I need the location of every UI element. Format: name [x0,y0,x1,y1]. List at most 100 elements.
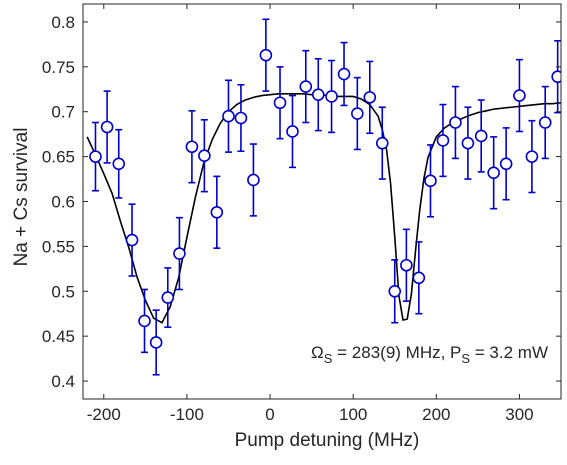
data-point [247,143,260,217]
x-tick-label: 0 [265,405,274,424]
x-tick-label: -100 [170,405,204,424]
x-tick-label: 100 [339,405,367,424]
marker [259,48,273,62]
y-tick-label: 0.65 [42,148,75,167]
y-axis-label: Na + Cs survival [11,128,32,267]
y-tick-label: 0.5 [51,282,75,301]
marker [538,116,552,129]
data-point [525,119,539,194]
marker [161,291,175,304]
data-point [138,288,151,354]
marker [325,90,338,103]
data-points-layer [89,18,561,376]
data-point [273,66,287,140]
y-tick-label: 0.7 [51,103,75,122]
y-tick-label: 0.45 [42,327,75,346]
y-tick-label: 0.75 [42,58,75,77]
marker [499,157,513,171]
marker [487,166,500,180]
marker [138,314,151,328]
marker [424,174,437,188]
data-point [375,106,389,180]
marker [100,120,114,134]
ticks: -200 -100 0 100 200 300 0.4 0.45 0.5 0.55 0.6 0.65 0… [42,4,561,424]
marker [185,140,199,154]
data-point [125,203,139,277]
marker [337,67,351,81]
x-axis-label: Pump detuning (MHz) [235,430,420,451]
marker [525,150,539,163]
marker [125,233,139,247]
data-point [259,18,273,92]
data-point [424,144,437,218]
data-point [538,85,552,160]
data-point [100,90,114,164]
marker [234,111,248,125]
x-tick-label: -200 [87,405,121,424]
marker [210,205,224,219]
fit-layer [86,92,561,324]
marker [449,116,462,129]
data-point [388,259,402,324]
marker [551,70,561,84]
data-point [311,57,325,132]
marker [222,109,235,123]
data-point [487,136,500,210]
marker [112,157,126,171]
annotation-end: = 3.2 mW [470,343,548,362]
x-tick-label: 200 [422,405,450,424]
omega-subscript: S [324,351,333,366]
marker [412,271,426,285]
data-point [299,49,313,124]
marker [173,247,186,260]
marker [375,136,389,150]
marker [388,284,402,298]
data-point [436,103,450,178]
data-point [286,94,299,169]
marker [513,89,526,102]
marker [474,129,488,143]
y-tick-label: 0.6 [51,193,75,212]
marker [363,91,377,104]
marker [198,149,211,163]
marker [286,125,299,138]
marker [149,336,163,349]
omega-symbol: Ω [311,343,324,362]
y-tick-label: 0.55 [42,237,75,256]
marker [247,173,260,187]
data-point [337,41,351,107]
marker [351,107,364,120]
data-point [461,106,475,180]
data-point [412,241,426,315]
data-point [474,99,488,173]
data-point [222,79,235,153]
data-point [149,309,163,376]
data-point [210,175,224,249]
data-point [185,110,199,184]
data-point [234,83,248,153]
marker [436,134,450,147]
power-subscript: S [461,351,470,366]
data-point [499,127,513,201]
y-tick-label: 0.4 [51,372,75,391]
data-point [112,128,126,199]
marker [299,80,313,93]
marker [273,96,287,110]
marker [89,150,102,163]
data-point [351,76,364,151]
data-point [325,59,338,134]
data-point [363,60,377,135]
y-tick-label: 0.8 [51,13,75,32]
marker [311,88,325,101]
data-point [449,85,462,160]
data-point [551,40,561,114]
annotation-middle: = 283(9) MHz, P [332,343,461,362]
x-tick-label: 300 [505,405,533,424]
fit-curve [86,92,561,324]
data-point [161,267,175,328]
data-point [89,121,102,192]
data-point [513,58,526,133]
marker [461,136,475,150]
